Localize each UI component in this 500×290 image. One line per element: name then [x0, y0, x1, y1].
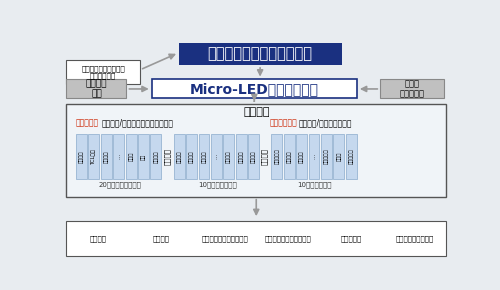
- Text: 华星光电: 华星光电: [104, 150, 109, 163]
- Text: …: …: [214, 154, 219, 159]
- Text: 技术验证与产业示范应用: 技术验证与产业示范应用: [264, 235, 312, 242]
- Text: 基地建设
福州: 基地建设 福州: [86, 79, 107, 99]
- Text: 电子科大: 电子科大: [251, 150, 256, 163]
- FancyBboxPatch shape: [66, 221, 446, 256]
- Text: 基础研究: 基础研究: [153, 235, 170, 242]
- Text: 微电子所: 微电子所: [299, 150, 304, 163]
- FancyBboxPatch shape: [308, 134, 320, 179]
- FancyBboxPatch shape: [101, 134, 112, 179]
- Text: 东南大学: 东南大学: [226, 150, 231, 163]
- Text: 物理所: 物理所: [336, 152, 342, 161]
- FancyBboxPatch shape: [126, 134, 136, 179]
- Text: 上海大学: 上海大学: [238, 150, 244, 163]
- Text: 专利与标准: 专利与标准: [340, 235, 362, 242]
- FancyBboxPatch shape: [248, 134, 259, 179]
- FancyBboxPatch shape: [380, 79, 444, 98]
- Text: 南京大学: 南京大学: [202, 150, 206, 163]
- Text: 平台情况: 平台情况: [243, 108, 270, 117]
- Text: 清华大学: 清华大学: [176, 150, 182, 163]
- Text: 10余所研究院所: 10余所研究院所: [298, 182, 332, 189]
- FancyBboxPatch shape: [272, 134, 282, 179]
- Text: 共性关键技术与工艺装备: 共性关键技术与工艺装备: [201, 235, 248, 242]
- Text: 闽都实验室: 闽都实验室: [348, 149, 354, 164]
- Text: 半导体所: 半导体所: [286, 150, 292, 163]
- FancyBboxPatch shape: [224, 134, 234, 179]
- FancyBboxPatch shape: [66, 104, 446, 197]
- Text: Micro-LED显示创新平台: Micro-LED显示创新平台: [190, 82, 319, 96]
- Text: 福州大学/厦门天马微电子有限公司: 福州大学/厦门天马微电子有限公司: [101, 119, 174, 128]
- Text: 长春光机所: 长春光机所: [274, 149, 280, 164]
- Text: 参与单位: 参与单位: [262, 148, 268, 165]
- Text: 学科建设与人才培养: 学科建设与人才培养: [396, 235, 434, 242]
- FancyBboxPatch shape: [66, 79, 126, 98]
- FancyBboxPatch shape: [334, 134, 344, 179]
- FancyBboxPatch shape: [66, 61, 140, 84]
- FancyBboxPatch shape: [88, 134, 100, 179]
- FancyBboxPatch shape: [321, 134, 332, 179]
- FancyBboxPatch shape: [174, 134, 184, 179]
- Text: 秘书长单位：: 秘书长单位：: [270, 119, 297, 128]
- Text: 牵头单位：: 牵头单位：: [76, 119, 99, 128]
- Text: 国家新型显示技术创新中心: 国家新型显示技术创新中心: [208, 46, 312, 61]
- FancyBboxPatch shape: [152, 79, 357, 98]
- FancyBboxPatch shape: [186, 134, 197, 179]
- Text: TCL集团: TCL集团: [92, 148, 96, 164]
- FancyBboxPatch shape: [236, 134, 246, 179]
- FancyBboxPatch shape: [284, 134, 294, 179]
- FancyBboxPatch shape: [179, 43, 342, 65]
- Text: 维信诺: 维信诺: [128, 152, 134, 161]
- FancyBboxPatch shape: [76, 134, 87, 179]
- Text: 战略部署: 战略部署: [90, 235, 106, 242]
- FancyBboxPatch shape: [198, 134, 209, 179]
- Text: …: …: [312, 154, 316, 159]
- FancyBboxPatch shape: [138, 134, 149, 179]
- Text: 厦门大学/闽都创新实验室: 厦门大学/闽都创新实验室: [299, 119, 352, 128]
- Text: 厦门三安: 厦门三安: [79, 150, 84, 163]
- Text: 20余家显示相关企业: 20余家显示相关企业: [98, 182, 141, 189]
- Text: 芯颖光电: 芯颖光电: [154, 150, 158, 163]
- Text: 10余所研究型大学: 10余所研究型大学: [198, 182, 236, 189]
- Text: 参与单位: 参与单位: [164, 148, 170, 165]
- Text: 北京大学: 北京大学: [189, 150, 194, 163]
- Text: 量子实验室: 量子实验室: [324, 149, 329, 164]
- FancyBboxPatch shape: [211, 134, 222, 179]
- Text: 福州市微纳半导体显示
技术有限公司: 福州市微纳半导体显示 技术有限公司: [82, 65, 125, 79]
- FancyBboxPatch shape: [150, 134, 162, 179]
- Text: 试验线
厦门和福州: 试验线 厦门和福州: [400, 79, 424, 99]
- FancyBboxPatch shape: [346, 134, 356, 179]
- Text: …: …: [116, 154, 121, 159]
- FancyBboxPatch shape: [114, 134, 124, 179]
- Text: 华为: 华为: [141, 153, 146, 160]
- FancyBboxPatch shape: [296, 134, 307, 179]
